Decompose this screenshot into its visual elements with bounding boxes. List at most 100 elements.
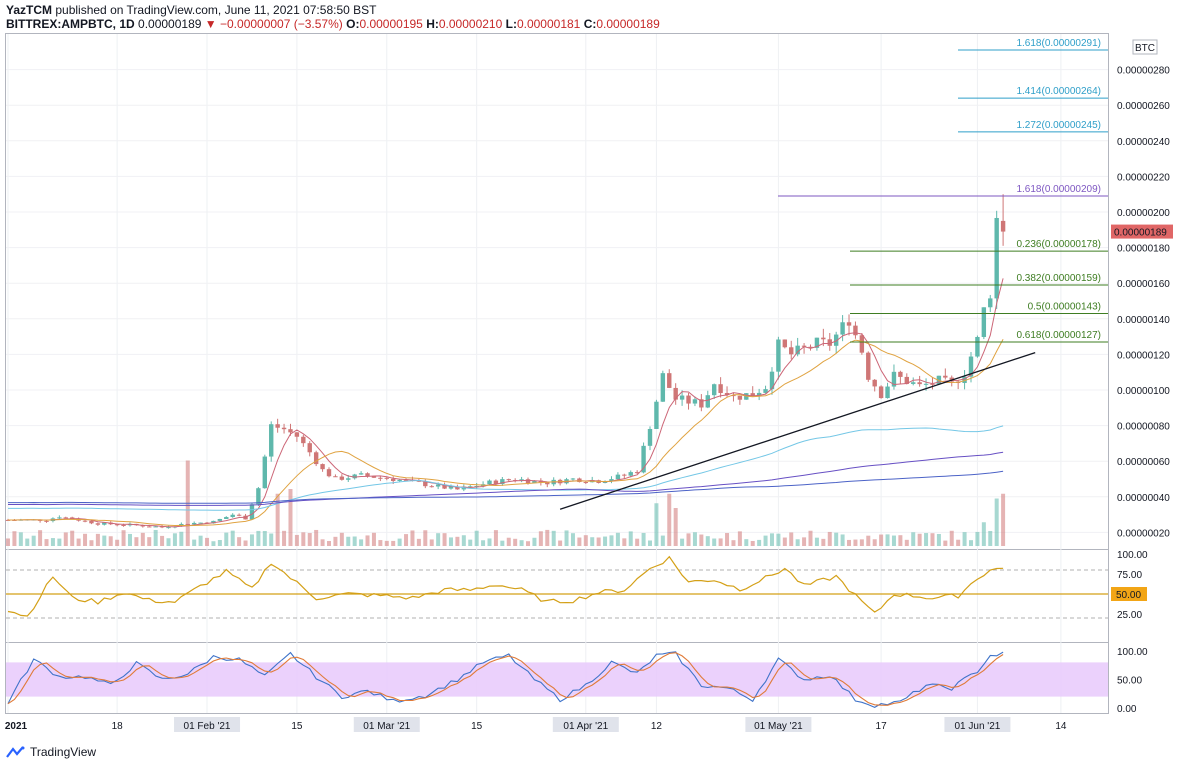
candle-body[interactable] (82, 520, 88, 522)
candle-body[interactable] (878, 386, 884, 399)
candle-body[interactable] (487, 480, 492, 485)
candle-body[interactable] (628, 472, 633, 476)
candle-body[interactable] (224, 517, 229, 519)
candle-body[interactable] (455, 486, 460, 490)
candle-body[interactable] (975, 336, 980, 357)
candle-body[interactable] (570, 478, 576, 480)
candle-body[interactable] (872, 379, 877, 387)
author-name[interactable]: YazTCM (6, 3, 53, 17)
candle-body[interactable] (236, 514, 242, 516)
candle-body[interactable] (57, 517, 62, 519)
candle-body[interactable] (634, 472, 640, 474)
candle-body[interactable] (532, 480, 537, 484)
candle-body[interactable] (814, 337, 820, 348)
candle-body[interactable] (519, 479, 524, 481)
candle-body[interactable] (731, 395, 736, 397)
candle-body[interactable] (442, 484, 447, 489)
candle-body[interactable] (737, 395, 743, 400)
candle-body[interactable] (853, 325, 858, 336)
candle-body[interactable] (968, 356, 974, 377)
candle-body[interactable] (911, 382, 916, 384)
candle-body[interactable] (500, 479, 505, 484)
candle-body[interactable] (859, 335, 865, 353)
candle-body[interactable] (269, 424, 274, 457)
candle-body[interactable] (230, 514, 235, 518)
candle-body[interactable] (943, 375, 948, 378)
candle-body[interactable] (185, 523, 190, 525)
candle-body[interactable] (102, 522, 107, 525)
candle-body[interactable] (936, 375, 942, 385)
candle-body[interactable] (166, 527, 171, 529)
candle-body[interactable] (339, 476, 345, 480)
candle-body[interactable] (962, 376, 967, 384)
candle-body[interactable] (545, 482, 550, 485)
candle-body[interactable] (679, 395, 685, 400)
candle-body[interactable] (750, 393, 755, 396)
candle-body[interactable] (294, 432, 300, 437)
chart-frame[interactable] (5, 33, 1109, 714)
candle-body[interactable] (281, 427, 287, 430)
candle-body[interactable] (776, 339, 781, 372)
candle-body[interactable] (923, 383, 929, 385)
candle-body[interactable] (288, 429, 293, 433)
candle-body[interactable] (699, 399, 704, 408)
candle-body[interactable] (718, 384, 723, 393)
candle-body[interactable] (211, 520, 216, 524)
candle-body[interactable] (904, 376, 909, 384)
candle-body[interactable] (917, 382, 922, 385)
candle-body[interactable] (692, 399, 698, 404)
candle-body[interactable] (769, 371, 775, 390)
candle-body[interactable] (63, 517, 68, 519)
candle-body[interactable] (275, 424, 280, 428)
candle-body[interactable] (153, 526, 158, 528)
candle-body[interactable] (930, 383, 935, 385)
candle-body[interactable] (795, 345, 800, 355)
candle-body[interactable] (249, 504, 255, 520)
candle-body[interactable] (95, 523, 101, 525)
candle-body[interactable] (121, 525, 126, 527)
candle-body[interactable] (885, 386, 890, 399)
candle-body[interactable] (198, 522, 203, 524)
candle-body[interactable] (391, 478, 396, 481)
candle-body[interactable] (821, 337, 826, 340)
pane-divider-stoch[interactable] (5, 642, 1109, 643)
candle-body[interactable] (756, 392, 762, 396)
candle-body[interactable] (378, 477, 383, 479)
candle-body[interactable] (660, 373, 666, 402)
candle-body[interactable] (140, 525, 146, 527)
candle-body[interactable] (217, 518, 223, 521)
candle-body[interactable] (352, 474, 357, 479)
candle-body[interactable] (326, 469, 332, 477)
candle-body[interactable] (615, 474, 621, 480)
candle-body[interactable] (667, 373, 672, 388)
candle-body[interactable] (403, 479, 409, 481)
candle-body[interactable] (307, 443, 312, 453)
candle-body[interactable] (808, 346, 813, 348)
candle-body[interactable] (493, 480, 499, 484)
candle-body[interactable] (609, 479, 614, 482)
candle-body[interactable] (866, 352, 871, 380)
candle-body[interactable] (256, 488, 261, 505)
candle-body[interactable] (358, 473, 364, 475)
candle-body[interactable] (435, 484, 441, 487)
candle-body[interactable] (686, 395, 691, 404)
candle-body[interactable] (525, 479, 531, 484)
candle-body[interactable] (898, 371, 903, 377)
candle-body[interactable] (423, 481, 428, 487)
candle-body[interactable] (89, 520, 94, 524)
candle-body[interactable] (506, 479, 511, 481)
candle-body[interactable] (384, 477, 389, 479)
candle-body[interactable] (988, 298, 993, 308)
candle-body[interactable] (782, 339, 788, 348)
candle-body[interactable] (365, 473, 370, 477)
candle-body[interactable] (448, 486, 454, 489)
candle-body[interactable] (712, 384, 717, 396)
candle-body[interactable] (840, 322, 845, 335)
pane-divider-rsi[interactable] (5, 549, 1109, 550)
candle-body[interactable] (333, 476, 338, 478)
candle-body[interactable] (583, 482, 588, 484)
candle-body[interactable] (301, 436, 306, 444)
trendline[interactable] (559, 352, 1036, 510)
candle-body[interactable] (763, 389, 768, 393)
